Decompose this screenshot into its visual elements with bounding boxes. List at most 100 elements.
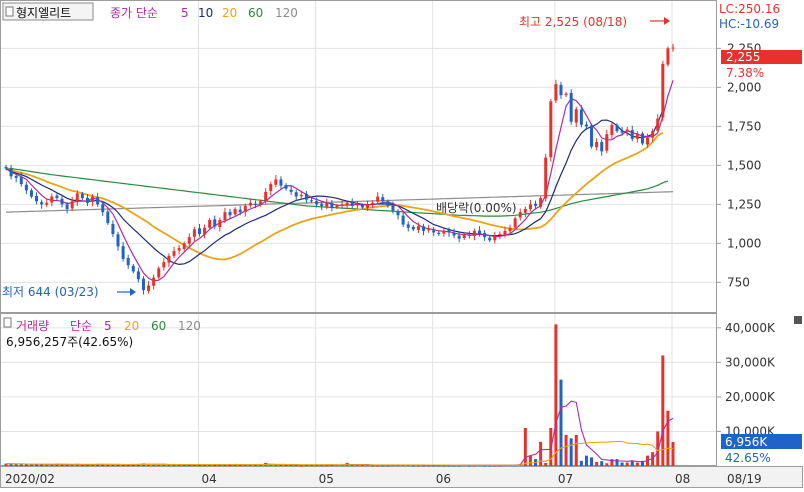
candle-body	[447, 229, 451, 233]
candle-body	[203, 227, 207, 235]
candle-body	[223, 212, 227, 221]
candle-body	[228, 211, 232, 216]
candle-body	[595, 141, 599, 148]
candle-body	[340, 204, 344, 206]
candle-body	[29, 190, 33, 197]
volume-bar	[45, 464, 49, 466]
candle-body	[350, 202, 354, 206]
volume-bar	[544, 462, 548, 466]
candle-body	[335, 205, 339, 208]
candle-body	[371, 202, 375, 205]
volume-title: 거래량	[16, 319, 49, 333]
volume-bar	[218, 464, 222, 466]
legend-toggle-icon[interactable]	[5, 6, 14, 17]
volume-legend-toggle-icon[interactable]	[3, 317, 12, 328]
volume-bar	[126, 464, 130, 466]
candle-body	[620, 130, 624, 133]
volume-bar	[615, 459, 619, 466]
volume-bar	[493, 465, 497, 467]
candle-body	[360, 205, 364, 208]
candle-body	[96, 197, 100, 205]
candle-body	[70, 201, 74, 209]
candle-body	[651, 131, 655, 138]
price-tick-label: 2,000	[727, 80, 761, 94]
high-arrow-icon	[664, 17, 670, 25]
candle-body	[574, 109, 578, 123]
candle-body	[508, 227, 512, 232]
candle-body	[437, 232, 441, 234]
candle-body	[218, 219, 222, 228]
volume-bar	[595, 461, 599, 466]
volume-bar	[157, 464, 161, 466]
candle-body	[315, 201, 319, 205]
volume-tag	[721, 434, 802, 449]
candle-body	[269, 184, 273, 191]
candle-body	[661, 63, 665, 118]
candle-body	[366, 204, 370, 208]
candle-body	[294, 192, 298, 197]
volume-pct: 42.65%	[725, 451, 771, 465]
candle-body	[564, 93, 568, 96]
volume-bar	[635, 462, 639, 466]
x-tick-label: 05	[319, 472, 334, 486]
volume-bar	[666, 410, 670, 466]
volume-bar	[269, 464, 273, 466]
candle-body	[187, 237, 191, 244]
candle-body	[381, 197, 385, 202]
volume-ma-5: 5	[104, 319, 112, 333]
volume-bar	[279, 464, 283, 466]
candle-body	[24, 184, 28, 191]
candle-body	[503, 230, 507, 235]
candle-body	[406, 224, 410, 228]
volume-bar	[661, 355, 665, 466]
candle-body	[320, 203, 324, 206]
candle-body	[376, 196, 380, 202]
volume-bar	[335, 464, 339, 466]
candle-body	[299, 195, 303, 197]
volume-bar	[656, 431, 660, 466]
volume-bar	[259, 464, 263, 466]
candle-body	[590, 125, 594, 147]
candle-body	[325, 202, 329, 207]
volume-bar	[411, 465, 415, 467]
price-tag	[721, 50, 802, 64]
high-annotation: 최고 2,525 (08/18)	[519, 15, 627, 29]
x-tick-label: 2020/02	[5, 472, 55, 486]
candle-body	[177, 248, 181, 251]
candle-body	[40, 202, 44, 205]
candle-body	[610, 124, 614, 136]
candle-body	[85, 197, 89, 203]
x-tick-label: 06	[436, 472, 451, 486]
stock-name-box[interactable]	[2, 2, 94, 21]
candle-body	[355, 204, 359, 206]
volume-bar	[162, 463, 166, 466]
price-tick-label: 1,000	[727, 236, 761, 250]
candle-body	[544, 157, 548, 199]
candle-body	[549, 101, 553, 158]
candle-body	[534, 203, 538, 206]
candle-body	[65, 204, 69, 210]
candle-body	[157, 268, 161, 278]
price-tick-label: 1,750	[727, 119, 761, 133]
candle-body	[192, 229, 196, 237]
candle-body	[513, 218, 517, 228]
candle-body	[75, 193, 79, 203]
volume-bar	[14, 464, 18, 466]
panel-close-icon[interactable]	[794, 316, 802, 324]
price-tick-label: 1,250	[727, 197, 761, 211]
candle-body	[396, 211, 400, 216]
volume-bar	[371, 465, 375, 467]
volume-bar	[19, 463, 23, 466]
volume-bar	[539, 441, 543, 466]
ma-period-120: 120	[275, 6, 298, 20]
candle-body	[213, 219, 217, 227]
volume-bar	[40, 464, 44, 466]
candle-body	[45, 202, 49, 205]
volume-bar	[579, 460, 583, 466]
low-arrow-icon	[130, 288, 136, 296]
volume-bar	[172, 464, 176, 466]
volume-bar	[467, 465, 471, 467]
candle-body	[208, 219, 212, 228]
candle-body	[432, 230, 436, 233]
